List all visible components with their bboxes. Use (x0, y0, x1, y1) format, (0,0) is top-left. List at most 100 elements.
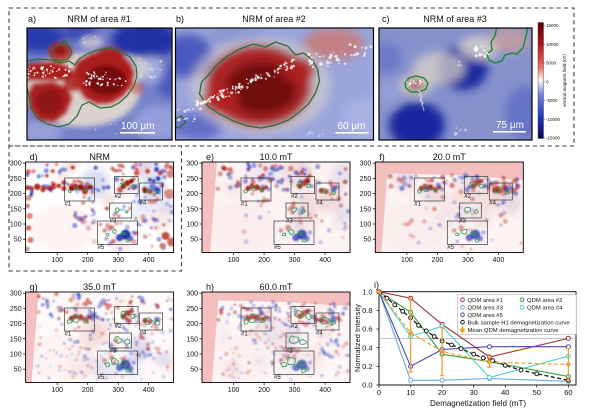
svg-text:300: 300 (360, 161, 372, 168)
svg-text:i): i) (374, 280, 379, 290)
svg-text:100: 100 (10, 222, 22, 229)
svg-text:100: 100 (228, 387, 240, 394)
svg-text:50: 50 (364, 237, 372, 244)
svg-text:d): d) (30, 152, 38, 162)
svg-text:20.0 mT: 20.0 mT (433, 152, 467, 162)
svg-text:100: 100 (10, 352, 22, 359)
svg-text:0.4: 0.4 (362, 343, 372, 352)
svg-text:-10000: -10000 (546, 117, 561, 122)
svg-text:60.0 mT: 60.0 mT (259, 282, 293, 292)
svg-text:150: 150 (186, 336, 198, 343)
svg-text:100 μm: 100 μm (121, 121, 155, 132)
svg-text:40: 40 (501, 388, 509, 397)
svg-text:250: 250 (360, 176, 372, 183)
svg-text:200: 200 (82, 387, 94, 394)
svg-text:#2: #2 (115, 194, 122, 200)
svg-text:250: 250 (10, 306, 22, 313)
svg-text:250: 250 (186, 176, 198, 183)
svg-text:0.6: 0.6 (362, 325, 372, 334)
svg-text:#1: #1 (241, 332, 248, 338)
svg-text:b): b) (176, 14, 184, 24)
svg-text:Bulk sample H1 demagnetization: Bulk sample H1 demagnetization curve (468, 320, 571, 326)
svg-text:400: 400 (319, 257, 331, 264)
svg-text:c): c) (382, 14, 390, 24)
svg-text:400: 400 (143, 257, 155, 264)
svg-text:QDM area #3: QDM area #3 (468, 305, 504, 311)
svg-text:60: 60 (564, 388, 572, 397)
svg-text:NRM of area #2: NRM of area #2 (242, 14, 306, 24)
svg-text:g): g) (30, 282, 38, 292)
svg-text:200: 200 (258, 387, 270, 394)
svg-text:15000: 15000 (546, 23, 559, 28)
svg-text:#3: #3 (286, 349, 293, 355)
svg-text:100: 100 (401, 257, 413, 264)
svg-text:300: 300 (112, 387, 124, 394)
svg-text:#1: #1 (65, 332, 72, 338)
svg-text:100: 100 (186, 222, 198, 229)
svg-text:#5: #5 (274, 245, 281, 251)
svg-text:#1: #1 (241, 202, 248, 208)
svg-text:#2: #2 (291, 324, 298, 330)
svg-text:#2: #2 (464, 194, 471, 200)
svg-text:#4: #4 (316, 201, 323, 207)
svg-text:QDM area #4: QDM area #4 (527, 305, 563, 311)
svg-text:300: 300 (289, 257, 301, 264)
svg-text:300: 300 (289, 387, 301, 394)
svg-text:50: 50 (190, 237, 198, 244)
svg-text:400: 400 (143, 387, 155, 394)
svg-text:100: 100 (186, 352, 198, 359)
svg-text:0: 0 (546, 80, 549, 85)
svg-text:20: 20 (438, 388, 446, 397)
svg-text:QDM area #1: QDM area #1 (468, 298, 503, 304)
svg-text:QDM area #2: QDM area #2 (527, 298, 562, 304)
svg-text:150: 150 (10, 336, 22, 343)
svg-text:300: 300 (112, 257, 124, 264)
svg-text:200: 200 (10, 191, 22, 198)
svg-text:#5: #5 (98, 375, 105, 381)
svg-text:#4: #4 (489, 201, 496, 207)
svg-text:50: 50 (533, 388, 541, 397)
svg-text:300: 300 (10, 161, 22, 168)
svg-text:200: 200 (186, 191, 198, 198)
svg-text:#2: #2 (291, 194, 298, 200)
svg-text:60 μm: 60 μm (338, 121, 366, 132)
svg-text:200: 200 (10, 321, 22, 328)
svg-text:-15000: -15000 (546, 136, 561, 141)
svg-text:300: 300 (186, 161, 198, 168)
svg-text:h): h) (206, 282, 214, 292)
svg-text:0.0: 0.0 (362, 381, 372, 390)
svg-text:10.0 mT: 10.0 mT (259, 152, 293, 162)
svg-text:#3: #3 (110, 349, 117, 355)
svg-text:100: 100 (51, 387, 63, 394)
svg-text:vertical magnetic field (nT): vertical magnetic field (nT) (562, 54, 567, 107)
svg-text:#1: #1 (65, 202, 72, 208)
svg-text:150: 150 (360, 206, 372, 213)
svg-text:200: 200 (186, 321, 198, 328)
svg-text:Normalized Intensity: Normalized Intensity (353, 304, 362, 372)
svg-text:NRM: NRM (89, 152, 110, 162)
svg-text:#2: #2 (115, 324, 122, 330)
svg-text:150: 150 (186, 206, 198, 213)
svg-text:#4: #4 (140, 331, 147, 337)
svg-text:e): e) (206, 152, 214, 162)
svg-text:400: 400 (319, 387, 331, 394)
svg-text:10000: 10000 (546, 42, 559, 47)
svg-text:300: 300 (10, 291, 22, 298)
svg-text:100: 100 (51, 257, 63, 264)
svg-text:200: 200 (360, 191, 372, 198)
svg-text:150: 150 (10, 206, 22, 213)
svg-text:5000: 5000 (546, 61, 557, 66)
svg-text:0.8: 0.8 (362, 306, 372, 315)
svg-text:#4: #4 (316, 331, 323, 337)
svg-text:50: 50 (190, 367, 198, 374)
svg-text:250: 250 (10, 176, 22, 183)
svg-text:-5000: -5000 (546, 98, 558, 103)
svg-text:#3: #3 (286, 219, 293, 225)
svg-text:10: 10 (406, 388, 414, 397)
svg-text:#3: #3 (459, 219, 466, 225)
svg-text:100: 100 (228, 257, 240, 264)
svg-text:35.0 mT: 35.0 mT (83, 282, 117, 292)
svg-text:Demagnetization field (mT): Demagnetization field (mT) (430, 399, 526, 408)
svg-text:QDM area #5: QDM area #5 (468, 313, 504, 319)
svg-text:200: 200 (82, 257, 94, 264)
